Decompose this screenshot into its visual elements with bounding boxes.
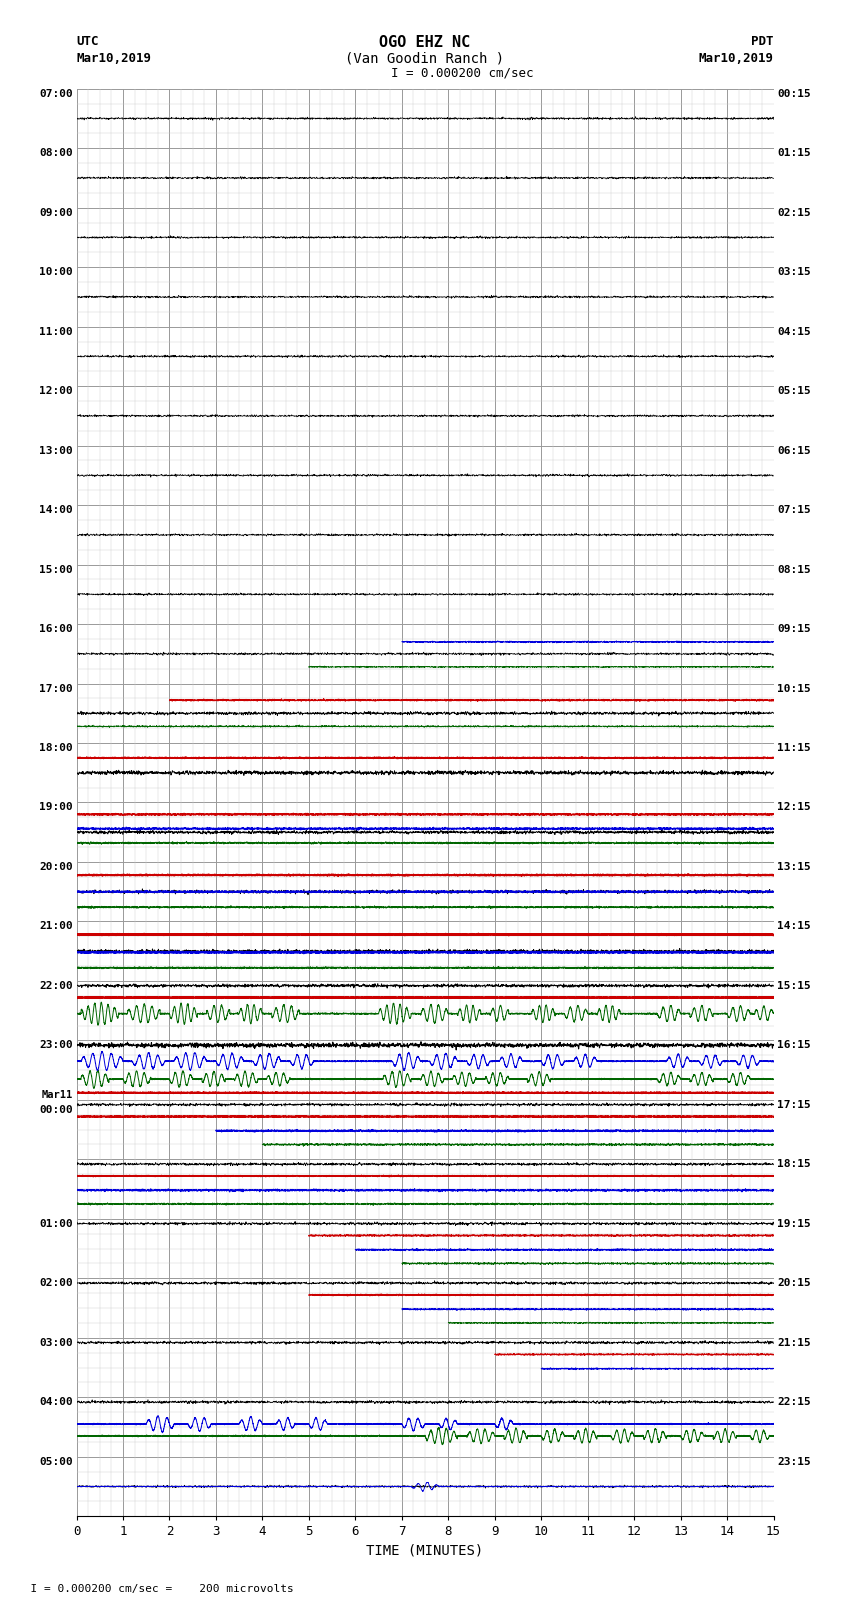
Text: 20:15: 20:15 [777, 1277, 811, 1289]
Text: 02:00: 02:00 [39, 1277, 73, 1289]
Text: 04:00: 04:00 [39, 1397, 73, 1407]
Text: I = 0.000200 cm/sec =    200 microvolts: I = 0.000200 cm/sec = 200 microvolts [17, 1584, 294, 1594]
Text: 03:15: 03:15 [777, 268, 811, 277]
Text: 14:15: 14:15 [777, 921, 811, 931]
Text: 15:15: 15:15 [777, 981, 811, 990]
Text: 15:00: 15:00 [39, 565, 73, 574]
Text: Mar11: Mar11 [42, 1090, 73, 1100]
Text: 18:15: 18:15 [777, 1160, 811, 1169]
Text: 05:15: 05:15 [777, 386, 811, 397]
Text: 00:00: 00:00 [39, 1105, 73, 1115]
Text: 14:00: 14:00 [39, 505, 73, 515]
Text: 22:00: 22:00 [39, 981, 73, 990]
Text: OGO EHZ NC: OGO EHZ NC [379, 35, 471, 50]
Text: 06:15: 06:15 [777, 445, 811, 455]
Text: 23:15: 23:15 [777, 1457, 811, 1466]
Text: 10:00: 10:00 [39, 268, 73, 277]
Text: 11:00: 11:00 [39, 326, 73, 337]
Text: 16:00: 16:00 [39, 624, 73, 634]
Text: 13:15: 13:15 [777, 861, 811, 873]
X-axis label: TIME (MINUTES): TIME (MINUTES) [366, 1544, 484, 1558]
Text: 19:15: 19:15 [777, 1219, 811, 1229]
Text: Mar10,2019: Mar10,2019 [76, 52, 151, 65]
Text: 07:00: 07:00 [39, 89, 73, 98]
Text: (Van Goodin Ranch ): (Van Goodin Ranch ) [345, 52, 505, 66]
Text: 18:00: 18:00 [39, 744, 73, 753]
Text: 04:15: 04:15 [777, 326, 811, 337]
Text: 08:00: 08:00 [39, 148, 73, 158]
Text: 17:00: 17:00 [39, 684, 73, 694]
Text: Mar10,2019: Mar10,2019 [699, 52, 774, 65]
Text: 12:15: 12:15 [777, 803, 811, 813]
Text: 23:00: 23:00 [39, 1040, 73, 1050]
Text: 03:00: 03:00 [39, 1337, 73, 1348]
Text: 20:00: 20:00 [39, 861, 73, 873]
Text: 09:15: 09:15 [777, 624, 811, 634]
Text: 19:00: 19:00 [39, 803, 73, 813]
Text: 08:15: 08:15 [777, 565, 811, 574]
Text: I = 0.000200 cm/sec: I = 0.000200 cm/sec [391, 66, 534, 79]
Text: 00:15: 00:15 [777, 89, 811, 98]
Text: 22:15: 22:15 [777, 1397, 811, 1407]
Text: PDT: PDT [751, 35, 774, 48]
Text: 21:15: 21:15 [777, 1337, 811, 1348]
Text: 11:15: 11:15 [777, 744, 811, 753]
Text: 09:00: 09:00 [39, 208, 73, 218]
Text: 01:15: 01:15 [777, 148, 811, 158]
Text: 01:00: 01:00 [39, 1219, 73, 1229]
Text: 07:15: 07:15 [777, 505, 811, 515]
Text: 13:00: 13:00 [39, 445, 73, 455]
Text: 02:15: 02:15 [777, 208, 811, 218]
Text: UTC: UTC [76, 35, 99, 48]
Text: 21:00: 21:00 [39, 921, 73, 931]
Text: 10:15: 10:15 [777, 684, 811, 694]
Text: 12:00: 12:00 [39, 386, 73, 397]
Text: 17:15: 17:15 [777, 1100, 811, 1110]
Text: 05:00: 05:00 [39, 1457, 73, 1466]
Text: 16:15: 16:15 [777, 1040, 811, 1050]
